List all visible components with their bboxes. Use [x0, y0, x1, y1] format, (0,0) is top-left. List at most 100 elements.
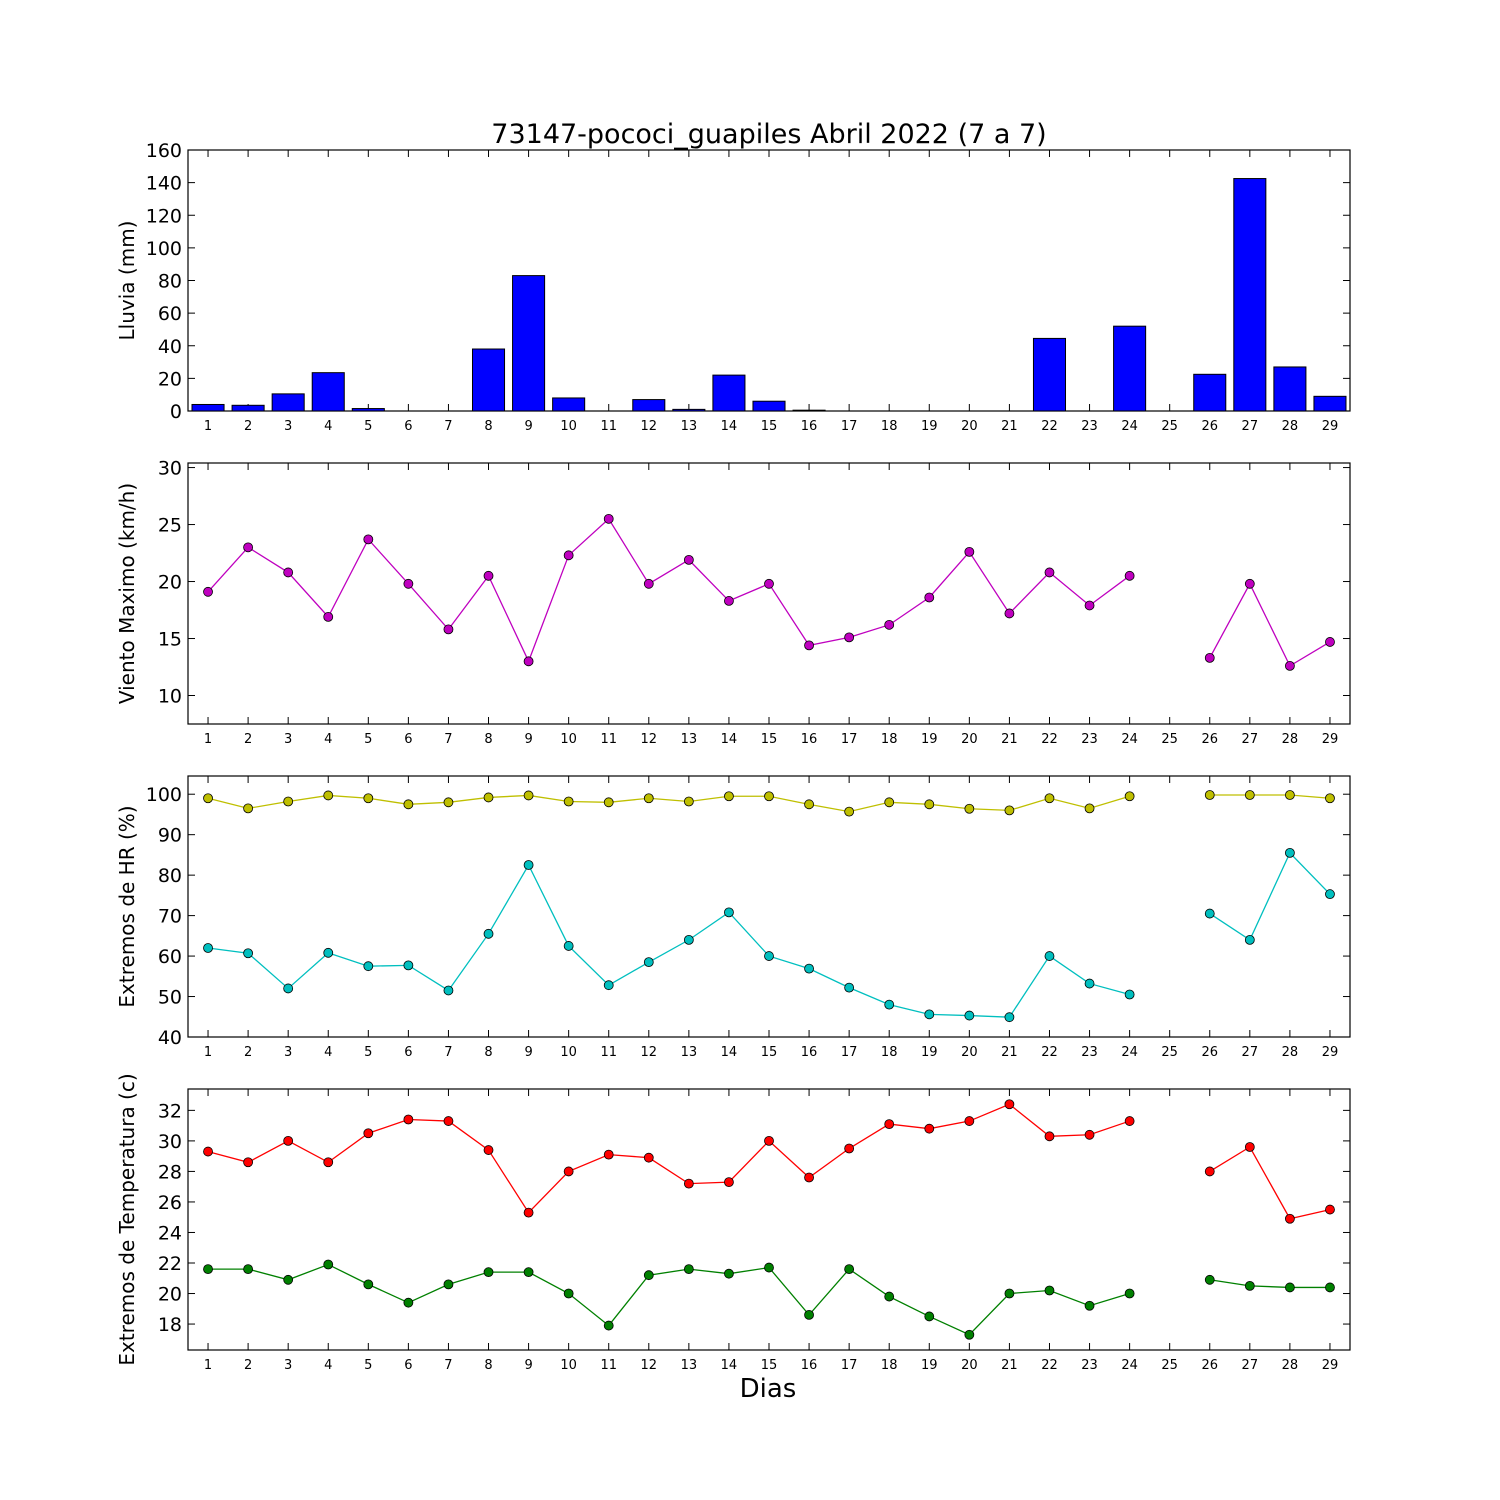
data-point [764, 791, 774, 802]
x-tick-label: 7 [444, 1045, 452, 1060]
x-tick-label: 5 [364, 1045, 372, 1060]
x-tick-label: 10 [560, 1045, 577, 1060]
x-tick-label: 21 [1001, 419, 1018, 434]
y-tick-label: 40 [158, 1027, 182, 1049]
rain-bar [1113, 325, 1147, 412]
x-tick-label: 9 [524, 732, 532, 747]
data-point [724, 907, 734, 918]
x-tick-label: 12 [641, 732, 658, 747]
y-tick-label: 40 [158, 336, 182, 358]
data-point [764, 951, 774, 961]
x-tick-label: 20 [961, 419, 978, 434]
y-tick-label: 20 [158, 368, 182, 390]
x-tick-label: 27 [1242, 732, 1259, 747]
data-point [1284, 1213, 1295, 1224]
x-tick-label: 22 [1041, 419, 1058, 434]
data-point [563, 550, 574, 561]
data-point [243, 803, 254, 814]
data-point [643, 1152, 654, 1163]
x-tick-label: 15 [761, 732, 778, 747]
x-tick-label: 4 [324, 1358, 332, 1373]
y-tick-label: 140 [146, 173, 182, 195]
x-tick-label: 18 [881, 1045, 898, 1060]
data-point [964, 803, 975, 814]
y-tick-label: 70 [158, 906, 182, 928]
x-tick-label: 4 [324, 732, 332, 747]
x-tick-label: 29 [1322, 419, 1339, 434]
data-point [403, 578, 414, 589]
data-point [1284, 660, 1295, 671]
x-tick-label: 21 [1001, 732, 1018, 747]
x-tick-label: 1 [204, 732, 212, 747]
x-tick-label: 17 [841, 419, 858, 434]
data-point [1124, 1288, 1135, 1299]
data-point [964, 546, 975, 557]
data-point [363, 1128, 374, 1139]
data-point [483, 1267, 494, 1278]
x-tick-label: 10 [560, 419, 577, 434]
data-point [1325, 1282, 1335, 1293]
data-point [603, 513, 614, 524]
data-point [844, 1264, 855, 1275]
data-point [323, 790, 334, 801]
data-point [283, 567, 294, 578]
rain-bar [1273, 366, 1307, 412]
data-point [1084, 1300, 1095, 1311]
data-point [203, 1146, 213, 1157]
data-point [1084, 600, 1095, 611]
y-tick-label: 10 [158, 686, 182, 708]
data-point [283, 1135, 294, 1146]
x-tick-label: 19 [921, 1358, 938, 1373]
data-point [1325, 1204, 1335, 1215]
y-axis-label: Extremos de HR (%) [115, 805, 139, 1007]
y-tick-label: 50 [158, 987, 182, 1009]
data-point [964, 1010, 975, 1021]
x-tick-label: 18 [881, 732, 898, 747]
x-tick-label: 20 [961, 732, 978, 747]
data-point [323, 1259, 334, 1270]
data-point [924, 799, 935, 810]
data-point [1204, 790, 1215, 800]
data-point [203, 586, 213, 597]
y-tick-label: 30 [158, 1131, 182, 1153]
rain-bar [632, 399, 666, 412]
x-tick-label: 17 [841, 732, 858, 747]
x-tick-label: 13 [681, 419, 698, 434]
x-axis-label: Dias [740, 1374, 797, 1404]
data-point [1044, 1131, 1055, 1142]
rain-bar [1313, 395, 1347, 412]
x-tick-label: 8 [484, 419, 492, 434]
plot-frame [187, 462, 1351, 725]
x-tick-label: 7 [444, 1358, 452, 1373]
x-tick-label: 23 [1081, 419, 1098, 434]
data-point [603, 980, 614, 991]
data-point [1244, 1280, 1255, 1291]
rain-bar [271, 393, 305, 412]
rain-bar [351, 408, 385, 412]
data-point [363, 1279, 374, 1290]
x-tick-label: 5 [364, 732, 372, 747]
data-point [363, 793, 374, 804]
x-tick-label: 25 [1161, 419, 1178, 434]
x-tick-label: 29 [1322, 1045, 1339, 1060]
data-point [443, 797, 454, 808]
data-point [1325, 793, 1335, 804]
x-tick-label: 1 [204, 1045, 212, 1060]
x-tick-label: 28 [1282, 1358, 1299, 1373]
data-point [203, 1264, 213, 1275]
x-tick-label: 29 [1322, 732, 1339, 747]
data-point [283, 1274, 294, 1285]
data-point [403, 799, 414, 810]
y-axis-label: Extremos de Temperatura (c) [115, 1073, 139, 1365]
data-point [643, 793, 654, 804]
rain-bar [512, 275, 546, 412]
x-tick-label: 7 [444, 732, 452, 747]
data-point [283, 796, 294, 807]
data-point [1284, 847, 1295, 858]
data-point [323, 611, 334, 622]
data-point [1244, 934, 1255, 945]
data-point [804, 640, 814, 651]
rain-bar [231, 404, 265, 412]
data-point [804, 799, 814, 810]
